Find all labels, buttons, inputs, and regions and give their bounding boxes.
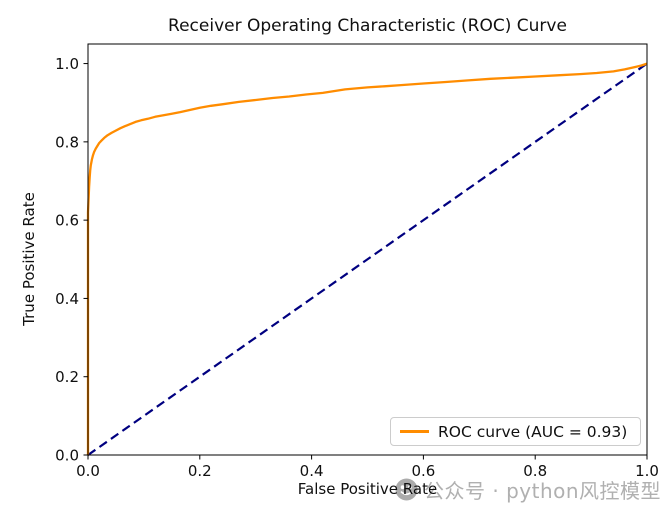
- x-tick-label: 0.0: [76, 462, 100, 480]
- x-tick-label: 1.0: [635, 462, 659, 480]
- x-tick-label: 0.2: [188, 462, 212, 480]
- y-tick-label: 0.0: [55, 447, 79, 465]
- chance-diagonal-line: [87, 62, 648, 456]
- y-tick-label: 0.4: [55, 290, 79, 308]
- watermark: 公众号 · python风控模型: [395, 475, 661, 504]
- y-tick-label: 0.2: [55, 368, 79, 386]
- chart-title: Receiver Operating Characteristic (ROC) …: [168, 16, 567, 36]
- y-tick-label: 0.6: [55, 212, 79, 230]
- y-tick-label: 1.0: [55, 55, 79, 73]
- roc-curve-line: [86, 62, 648, 455]
- axes-frame: [87, 43, 648, 456]
- x-axis-label: False Positive Rate: [297, 480, 438, 498]
- legend-entry-label: ROC curve (AUC = 0.93): [438, 422, 628, 441]
- legend-line-sample: [400, 430, 429, 433]
- x-tick-label: 0.8: [523, 462, 547, 480]
- x-tick-label: 0.4: [300, 462, 324, 480]
- x-tick-label: 0.6: [411, 462, 435, 480]
- wechat-icon: [395, 478, 418, 501]
- watermark-text: 公众号 · python风控模型: [424, 479, 662, 503]
- legend-box: ROC curve (AUC = 0.93): [390, 417, 641, 446]
- y-tick-label: 0.8: [55, 133, 79, 151]
